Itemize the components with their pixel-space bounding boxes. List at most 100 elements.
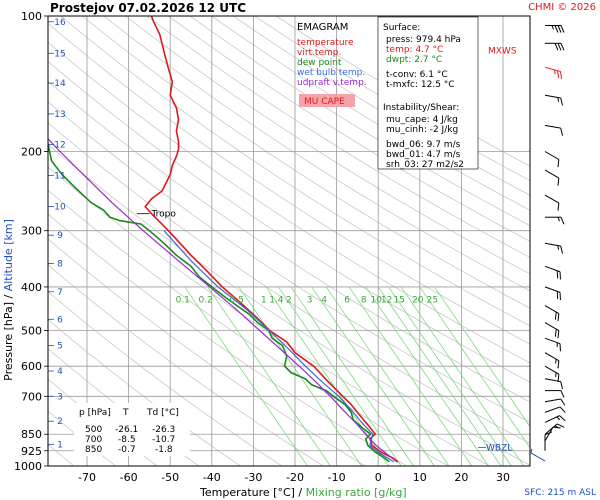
wind-barb-half-flag [557,217,560,222]
wind-barb-half-flag [554,425,559,429]
wind-barb-flag [557,159,560,168]
mixing-ratio-label: 3 [307,295,313,305]
wind-barb [544,398,566,406]
altitude-tick-label: 12 [54,141,65,151]
mixing-ratio-line [325,286,450,466]
wind-barb [544,337,561,352]
dry-adiabat-line [48,80,530,403]
temperature-tick-label: -20 [286,471,304,484]
wind-barb-shaft [544,151,560,160]
wind-barb-flag [557,374,560,382]
pressure-tick-label: 100 [21,10,42,23]
instability-title: Instability/Shear: [383,103,459,113]
pressure-tick-label: 400 [21,281,42,294]
wind-barb-flag [560,398,566,406]
wind-barb-flag [554,25,559,33]
wind-barb-flag [560,128,563,136]
temperature-tick-label: -60 [120,471,138,484]
surface-press: press: 979.4 hPa [386,35,461,45]
wind-barb-shaft [544,94,561,99]
wind-barb-half-flag [551,25,554,30]
instability-bwd-01: bwd_01: 4.7 m/s [386,150,461,160]
wind-barb-flag [559,292,561,301]
altitude-tick-label: 2 [57,417,63,427]
wind-barb-flag [560,245,563,254]
dry-adiabat-line [81,16,530,309]
instability-mu-cape: mu_cape: 4 J/kg [386,115,458,125]
mixing-ratio-line [400,286,525,466]
wind-barb [544,242,563,254]
level-table-cell: -8.5 [118,435,136,445]
altitude-tick-label: 9 [57,231,63,241]
wind-barb [544,352,560,369]
mixing-ratio-line [419,286,530,449]
plot-border [47,15,531,467]
mixing-ratio-line [184,286,308,466]
mixing-ratio-label: 10 [370,295,382,305]
wind-barb [544,406,566,413]
wind-barb-flag [559,415,566,422]
surface-dwpt: dwpt: 2.7 °C [386,55,442,65]
mixing-ratio-label: 15 [393,295,404,305]
wind-barb-shaft [544,337,561,345]
mixing-ratio-label: 20 [412,295,424,305]
mixing-ratio-label: 2 [286,295,292,305]
wind-barb [544,426,561,442]
series-line-dew-point [48,138,390,463]
level-table-cell: -1.8 [155,445,173,455]
legend-virtual-temperature: virt.temp. [297,48,341,58]
altitude-tick-label: 11 [54,171,65,181]
copyright-label: CHMI © 2026 [528,2,596,13]
wind-barb [544,365,560,382]
mixing-ratio-label: 0.5 [230,295,244,305]
altitude-tick-label: 3 [57,392,63,402]
mixing-ratio-line [434,286,530,428]
wind-barb [544,169,560,186]
temperature-tick-label: 30 [496,471,510,484]
wind-barb-shaft [544,66,561,72]
mixing-ratio-label: 8 [361,295,367,305]
wind-barb-shaft [544,242,561,247]
wind-barb-shaft [544,194,560,204]
wind-barb-flag [556,270,559,279]
wind-barb [545,390,565,398]
wind-barb-flag [557,25,562,33]
wind-barb-flag [559,271,561,280]
tropopause-label: Tropo [150,210,176,220]
wind-barb [530,448,546,462]
y-axis-title-pressure: Pressure [hPa] / [2,294,15,380]
wind-barb-flag [552,426,561,429]
legend-dew-point: dew point [297,58,342,68]
wind-barb-flag [557,313,560,322]
temperature-tick-label: -70 [78,471,96,484]
wind-barb-half-flag [555,372,557,377]
wind-barb-flag [557,203,560,211]
pressure-tick-label: 925 [21,445,42,458]
dry-adiabat-line [48,60,530,383]
mixing-ratio-line [377,286,502,466]
wind-barb-half-flag [555,359,557,364]
dry-adiabat-line [103,16,530,292]
wind-barb-shaft [544,398,561,403]
wind-barb-shaft [544,124,561,129]
level-table-header-p: p [hPa] [79,408,111,418]
mixing-ratio-line [278,286,402,466]
wind-barb-flag [557,178,560,186]
wind-barb-shaft [544,265,561,273]
wind-barb-shaft [544,352,560,362]
mu-cape-swatch [299,94,355,107]
chart-title: Prostejov 07.02.2026 12 UTC [50,1,246,15]
altitude-tick-label: 13 [54,110,65,120]
wind-barb [544,286,561,301]
instability-srh-03: srh_03: 27 m2/s2 [386,160,464,170]
wind-barb-flag [557,360,560,369]
surface-info-background [377,16,479,170]
wind-barb [544,265,561,280]
level-table-header-td: Td [°C] [146,408,179,418]
altitude-tick-label: 14 [54,79,66,89]
wind-barb-flag [544,431,553,436]
wind-barb [544,151,560,168]
wind-barb-half-flag [557,245,560,250]
temperature-tick-label: 20 [454,471,468,484]
level-table-header-t: T [122,408,129,418]
